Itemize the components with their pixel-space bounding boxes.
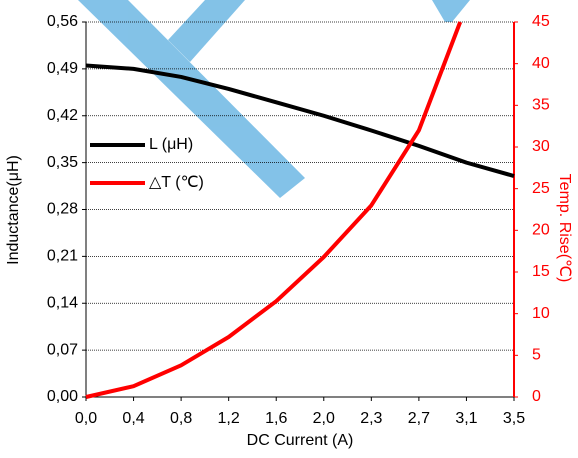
y2-tick-label: 45 xyxy=(532,13,550,30)
y2-tick-label: 40 xyxy=(532,55,550,72)
x-tick-label: 2,3 xyxy=(360,410,382,427)
x-tick-label: 0,4 xyxy=(122,410,144,427)
y-axis-title: Inductance(μH) xyxy=(5,155,22,265)
data-line xyxy=(85,21,463,399)
y2-tick-label: 30 xyxy=(532,138,550,155)
y2-tick-label: 15 xyxy=(532,263,550,280)
watermark-band xyxy=(168,0,245,62)
x-tick-label: 3,5 xyxy=(503,410,525,427)
y2-axis-title: Temp. Rise(℃) xyxy=(556,174,573,283)
y2-tick-label: 0 xyxy=(532,388,541,405)
x-tick-label: 1,2 xyxy=(218,410,240,427)
y2-tick-label: 5 xyxy=(532,347,541,364)
y-tick-label: 0,21 xyxy=(47,248,78,265)
x-axis-title: DC Current (A) xyxy=(247,432,354,449)
y-tick-label: 0,28 xyxy=(47,201,78,218)
y2-tick-label: 25 xyxy=(532,180,550,197)
x-tick-label: 3,1 xyxy=(455,410,477,427)
legend-label: L (μH) xyxy=(149,136,193,153)
y-tick-label: 0,00 xyxy=(47,388,78,405)
y-tick-label: 0,07 xyxy=(47,341,78,358)
x-tick-label: 2,7 xyxy=(408,410,430,427)
y2-tick-label: 10 xyxy=(532,305,550,322)
data-line xyxy=(85,63,515,178)
x-tick-label: 0,8 xyxy=(170,410,192,427)
x-tick-label: 1,6 xyxy=(265,410,287,427)
x-tick-label: 2,0 xyxy=(313,410,335,427)
y-tick-label: 0,14 xyxy=(47,294,78,311)
y-tick-label: 0,35 xyxy=(47,154,78,171)
y2-tick-label: 35 xyxy=(532,97,550,114)
y-tick-label: 0,56 xyxy=(47,13,78,30)
y-tick-label: 0,49 xyxy=(47,60,78,77)
watermark-band xyxy=(78,0,305,198)
y2-tick-label: 20 xyxy=(532,222,550,239)
y-tick-label: 0,42 xyxy=(47,107,78,124)
watermark xyxy=(78,0,470,198)
legend-label: △T (℃) xyxy=(149,174,204,191)
x-tick-label: 0,0 xyxy=(75,410,97,427)
watermark-band xyxy=(432,0,470,22)
